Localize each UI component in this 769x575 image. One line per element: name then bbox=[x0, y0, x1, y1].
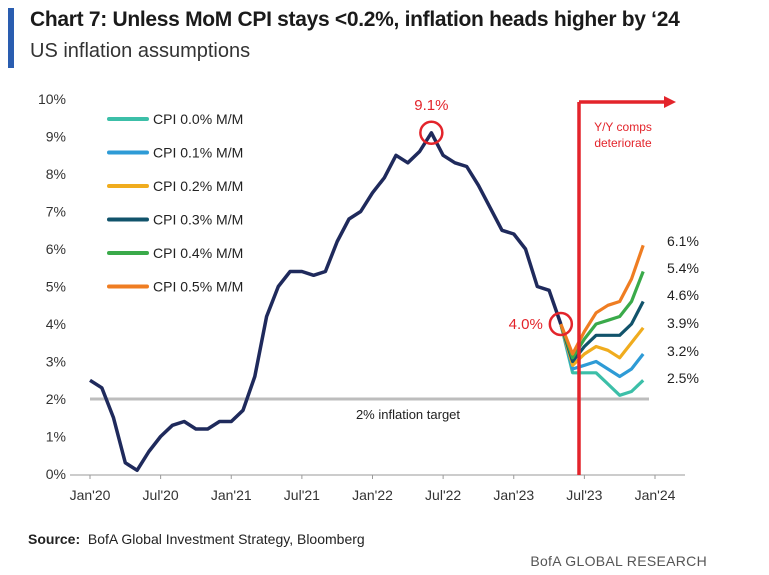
x-tick-label: Jan'20 bbox=[70, 487, 111, 503]
source-note: Source: BofA Global Investment Strategy,… bbox=[28, 531, 365, 547]
y-tick-label: 3% bbox=[46, 354, 66, 370]
projection-line bbox=[559, 323, 645, 379]
axes-group: 0% 1% 2% 3% 4% 5% 6% 7% 8% 9% 10% Jan'20 Jul'20 Jan'2… bbox=[38, 91, 685, 503]
x-tick-label: Jul'21 bbox=[284, 487, 320, 503]
current-label: 4.0% bbox=[509, 316, 543, 333]
target-line-group: 2% inflation target bbox=[90, 397, 649, 422]
x-tick-label: Jan'24 bbox=[635, 487, 676, 503]
y-tick-label: 7% bbox=[46, 204, 66, 220]
y-tick-label: 0% bbox=[46, 466, 66, 482]
peak-circle bbox=[419, 120, 444, 145]
peak-label: 9.1% bbox=[414, 97, 448, 114]
x-tick-label: Jul'22 bbox=[425, 487, 461, 503]
end-value-label: 3.2% bbox=[667, 343, 699, 359]
y-tick-label: 2% bbox=[46, 391, 66, 407]
current-circle bbox=[548, 311, 574, 337]
legend-label: CPI 0.3% M/M bbox=[153, 212, 243, 228]
comps-label-line2: deteriorate bbox=[594, 136, 652, 150]
y-tick-label: 10% bbox=[38, 91, 66, 107]
x-tick-label: Jan'22 bbox=[352, 487, 393, 503]
projection-line bbox=[559, 323, 645, 367]
series-lines-group: 2.5% 3.2% 3.9% 4.6% 5.4% 6.1% bbox=[89, 131, 699, 473]
annotations-group: 9.1% 4.0% Y/Y comps deteriorate bbox=[414, 96, 676, 475]
source-label: Source: bbox=[28, 531, 81, 547]
comps-label-line1: Y/Y comps bbox=[594, 120, 652, 134]
projection-line bbox=[559, 323, 645, 397]
legend-label: CPI 0.4% M/M bbox=[153, 245, 243, 261]
x-tick-label: Jan'23 bbox=[493, 487, 534, 503]
projection-line bbox=[559, 300, 645, 364]
projection-line bbox=[559, 244, 645, 356]
legend-label: CPI 0.2% M/M bbox=[153, 178, 243, 194]
comps-arrow-head bbox=[664, 96, 676, 108]
legend-label: CPI 0.1% M/M bbox=[153, 145, 243, 161]
y-tick-label: 4% bbox=[46, 316, 66, 332]
end-value-label: 2.5% bbox=[667, 370, 699, 386]
title-accent-bar bbox=[8, 8, 14, 68]
chart-title: Chart 7: Unless MoM CPI stays <0.2%, inf… bbox=[30, 8, 680, 31]
y-tick-label: 6% bbox=[46, 241, 66, 257]
y-tick-label: 1% bbox=[46, 429, 66, 445]
legend-group: CPI 0.0% M/M CPI 0.1% M/M CPI 0.2% M/M CPI … bbox=[107, 111, 243, 295]
source-text: BofA Global Investment Strategy, Bloombe… bbox=[87, 531, 365, 547]
end-value-label: 4.6% bbox=[667, 287, 699, 303]
legend-label: CPI 0.0% M/M bbox=[153, 111, 243, 127]
brand-footer: BofA GLOBAL RESEARCH bbox=[530, 553, 707, 569]
y-tick-label: 9% bbox=[46, 129, 66, 145]
chart-canvas: 0% 1% 2% 3% 4% 5% 6% 7% 8% 9% 10% Jan'20 Jul'20 Jan'2… bbox=[38, 91, 699, 503]
end-value-label: 3.9% bbox=[667, 315, 699, 331]
x-tick-label: Jul'23 bbox=[566, 487, 602, 503]
end-value-label: 6.1% bbox=[667, 233, 699, 249]
x-tick-label: Jul'20 bbox=[143, 487, 179, 503]
legend-label: CPI 0.5% M/M bbox=[153, 279, 243, 295]
chart-subtitle: US inflation assumptions bbox=[30, 40, 251, 62]
projection-line bbox=[559, 270, 645, 360]
x-tick-label: Jan'21 bbox=[211, 487, 252, 503]
y-tick-label: 5% bbox=[46, 279, 66, 295]
end-value-label: 5.4% bbox=[667, 260, 699, 276]
history-line bbox=[89, 131, 563, 473]
target-line-label: 2% inflation target bbox=[356, 407, 460, 422]
y-tick-label: 8% bbox=[46, 166, 66, 182]
